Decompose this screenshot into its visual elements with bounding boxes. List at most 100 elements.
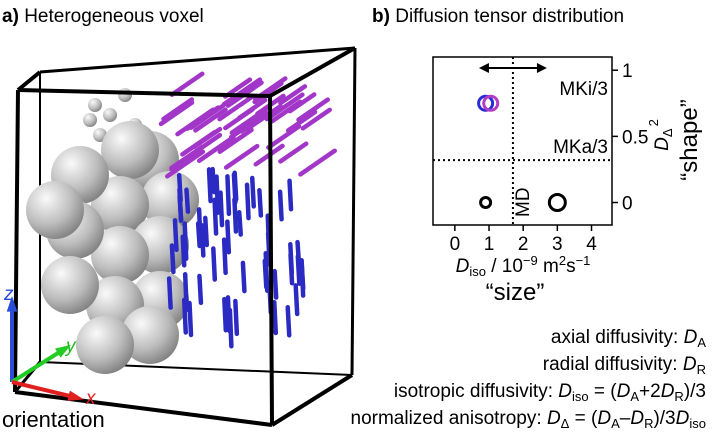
aniso-stick	[187, 300, 194, 338]
cube-edge	[13, 89, 20, 393]
point	[482, 94, 500, 112]
aniso-stick	[211, 246, 218, 282]
aniso-stick	[245, 103, 283, 132]
x-caption: “size”	[486, 279, 545, 306]
x-axis	[11, 380, 79, 400]
equation-part: D	[597, 408, 611, 429]
aniso-stick	[252, 81, 284, 105]
aniso-stick	[212, 197, 219, 236]
aniso-stick	[199, 223, 206, 258]
x-tick-label: 2	[518, 234, 529, 255]
annotation: MD	[513, 187, 534, 217]
equation: normalized anisotropy: DΔ = (DA–DR)/3Dis…	[351, 408, 707, 431]
aniso-stick	[272, 268, 279, 300]
sphere	[141, 171, 199, 229]
annotation: MKa/3	[553, 137, 608, 158]
aniso-stick	[278, 84, 308, 106]
aniso-stick	[285, 304, 292, 338]
x-tick-label: 1	[484, 234, 495, 255]
equation-part: iso	[689, 416, 706, 431]
orientation-caption: orientation	[2, 407, 105, 432]
aniso-stick	[196, 134, 236, 163]
sphere	[121, 306, 179, 364]
x-tick-label: 0	[450, 234, 461, 255]
aniso-stick	[184, 187, 191, 214]
aniso-stick	[197, 273, 204, 306]
equation-part: R	[697, 362, 706, 377]
equation-part: axial diffusivity:	[551, 327, 684, 348]
aniso-stick	[165, 149, 206, 179]
aniso-stick	[161, 97, 195, 122]
sphere	[101, 121, 159, 179]
aniso-stick	[158, 100, 195, 127]
axis-name: x	[85, 388, 97, 409]
cube-edge	[270, 373, 354, 427]
equations: axial diffusivity: DA radial diffusivity:…	[351, 327, 707, 431]
equation-part: R	[674, 389, 683, 404]
small-sphere	[88, 98, 102, 112]
aniso-stick	[288, 252, 295, 286]
equation-part: Δ	[561, 416, 570, 431]
sphere	[91, 226, 149, 284]
aniso-stick	[298, 148, 337, 177]
aniso-stick	[221, 77, 263, 107]
y-caption: “shape”	[676, 99, 703, 180]
aniso-stick	[195, 221, 202, 249]
aniso-stick	[263, 250, 270, 293]
aniso-stick	[193, 107, 228, 133]
equation-part: isotropic diffusivity:	[394, 381, 558, 402]
aniso-stick	[299, 261, 306, 291]
aniso-stick	[236, 209, 243, 237]
x-tick-label: 3	[552, 234, 563, 255]
equation-part: D	[683, 354, 697, 375]
equation-part: normalized anisotropy:	[351, 408, 547, 429]
aniso-stick	[188, 103, 226, 130]
cube-edge	[269, 46, 356, 98]
aniso-stick	[182, 272, 189, 313]
aniso-stick	[257, 188, 264, 218]
aniso-stick	[285, 109, 318, 133]
aniso-stick	[210, 166, 217, 195]
cube-edge	[350, 47, 357, 376]
aniso-stick	[223, 107, 255, 131]
aniso-stick	[272, 299, 279, 336]
aniso-stick	[287, 92, 317, 114]
aniso-stick	[180, 234, 187, 268]
aniso-stick	[244, 182, 251, 221]
aniso-stick	[217, 93, 256, 122]
aniso-stick	[278, 141, 309, 164]
aniso-stick	[182, 221, 189, 262]
equation-part: D	[684, 327, 698, 348]
aniso-stick	[264, 92, 305, 122]
y-axis-head	[55, 344, 72, 358]
equation: radial diffusivity: DR	[543, 354, 706, 377]
aniso-stick	[177, 194, 184, 223]
equation: axial diffusivity: DA	[551, 327, 706, 350]
equation-part: D	[617, 381, 631, 402]
aniso-stick	[225, 174, 232, 217]
aniso-stick	[169, 71, 205, 97]
panel-b-title: b) Diffusion tensor distribution	[372, 6, 624, 27]
arrow-head	[478, 63, 489, 73]
equation-part: iso	[572, 389, 589, 404]
y-tick-label: 1	[622, 61, 633, 82]
aniso-stick	[169, 243, 176, 275]
small-sphere	[118, 88, 132, 102]
aniso-stick	[225, 219, 232, 255]
aniso-stick	[225, 295, 232, 334]
equation-part: +2	[639, 381, 661, 402]
sphere	[76, 316, 134, 374]
aniso-stick	[296, 97, 331, 122]
equation-part: radial diffusivity:	[543, 354, 683, 375]
equation-part: R	[644, 416, 653, 431]
axis-name: y	[64, 336, 77, 357]
aniso-stick	[266, 124, 302, 150]
x-tick-label: 4	[586, 234, 597, 255]
x-axis-label: Diso / 10−9 m2s−1	[456, 253, 591, 279]
aniso-stick	[233, 298, 240, 337]
small-sphere	[103, 108, 117, 122]
y-tick-label: 0.5	[622, 127, 648, 148]
equation-part: D	[676, 408, 690, 429]
voxel: z y x	[3, 46, 357, 427]
